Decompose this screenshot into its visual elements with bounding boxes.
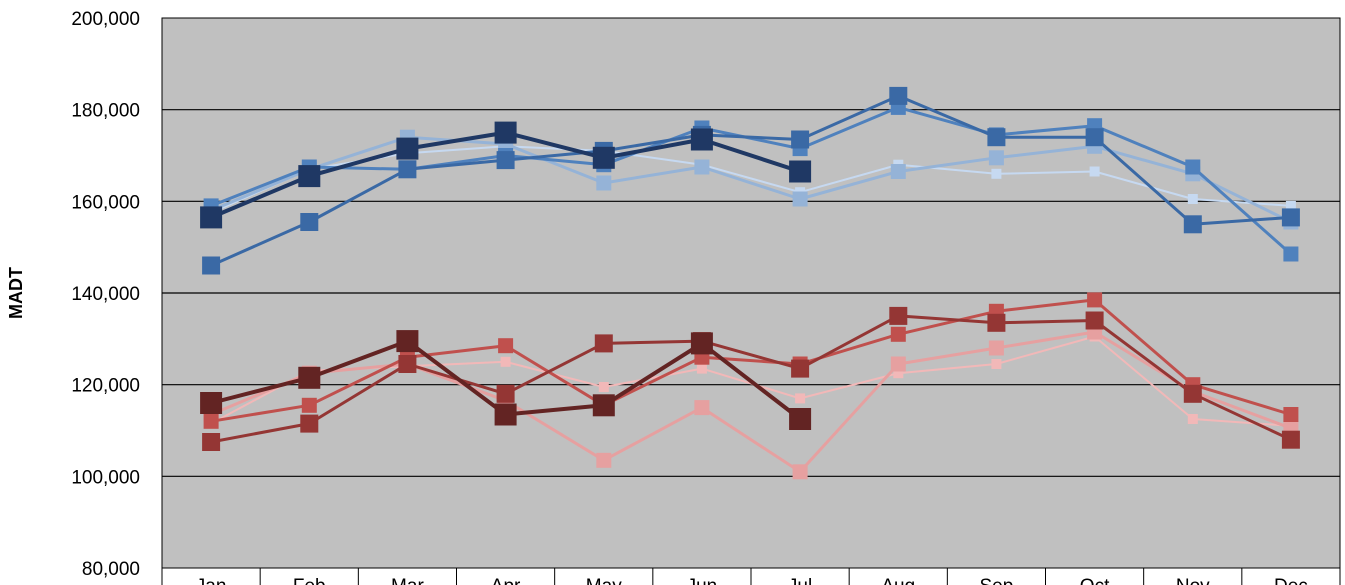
data-point [200, 392, 223, 414]
data-point [500, 356, 511, 367]
data-point [396, 330, 419, 353]
data-point [1085, 311, 1104, 330]
data-point [596, 452, 612, 468]
data-point [298, 366, 321, 389]
data-point [991, 359, 1002, 369]
data-point [202, 256, 221, 275]
data-point [496, 151, 515, 170]
data-point [694, 159, 710, 175]
data-point [398, 160, 417, 179]
data-point [594, 334, 613, 353]
data-point [890, 326, 906, 342]
data-point [1183, 215, 1202, 234]
x-tick-label: Apr [491, 576, 521, 585]
series-line [210, 145, 1291, 214]
data-point [203, 413, 219, 429]
data-point [690, 332, 713, 355]
y-axis-title: MADT [6, 267, 26, 319]
data-point [398, 355, 417, 373]
data-point [690, 128, 713, 151]
data-point [1283, 407, 1299, 422]
series-line [210, 314, 1292, 444]
data-point [598, 382, 609, 392]
data-point [696, 363, 707, 374]
data-point [1283, 246, 1299, 262]
x-axis-categories: Jan Feb Mar Apr May Jun Jul Aug Sep Oct Nov Dec [161, 568, 1341, 585]
data-point [1187, 414, 1198, 424]
data-point [498, 338, 514, 354]
plot-border [161, 17, 1341, 569]
x-tick-label: Feb [293, 576, 326, 585]
data-point [596, 175, 612, 191]
x-tick-label: Jan [196, 576, 227, 585]
data-point [396, 137, 419, 160]
series-9 [202, 306, 1300, 451]
data-point [494, 403, 517, 426]
data-point [1281, 430, 1300, 449]
data-point [991, 168, 1002, 179]
data-point [298, 165, 321, 188]
data-point [987, 128, 1006, 147]
data-point [792, 464, 808, 480]
data-point [791, 359, 810, 378]
y-tick-label: 200,000 [71, 9, 140, 30]
x-tick-label: Nov [1176, 576, 1210, 585]
data-point [592, 394, 615, 417]
data-point [494, 121, 517, 144]
x-tick-label: Oct [1080, 576, 1110, 585]
data-point [1087, 292, 1103, 308]
data-point [301, 397, 317, 413]
x-tick-label: Dec [1274, 576, 1308, 585]
data-point [1187, 194, 1198, 204]
data-point [200, 206, 223, 229]
series-layer [200, 86, 1300, 480]
data-point [988, 150, 1004, 166]
data-point [789, 408, 812, 430]
series-line [210, 94, 1292, 267]
y-tick-label: 140,000 [71, 284, 140, 305]
x-tick-label: Sep [980, 576, 1014, 585]
y-tick-label: 120,000 [71, 376, 140, 397]
data-point [987, 313, 1006, 332]
data-point [1185, 159, 1201, 175]
y-axis-ticks: 80,000 100,000 120,000 140,000 160,000 180,00… [71, 9, 140, 580]
data-point [795, 393, 806, 404]
x-tick-label: Jul [788, 576, 812, 585]
data-point [789, 160, 812, 183]
data-point [300, 213, 319, 231]
x-tick-label: Mar [391, 576, 424, 585]
y-tick-label: 80,000 [82, 559, 140, 580]
gridlines [162, 109, 1340, 477]
x-tick-label: May [586, 576, 622, 585]
data-point [300, 414, 319, 433]
data-point [592, 146, 615, 169]
data-point [1281, 208, 1300, 227]
data-point [988, 340, 1004, 356]
data-point [791, 130, 810, 149]
x-tick-label: Jun [687, 576, 718, 585]
data-point [890, 164, 906, 179]
data-point [889, 86, 908, 105]
data-point [1089, 166, 1100, 177]
data-point [202, 433, 221, 451]
data-point [893, 368, 904, 379]
data-point [694, 400, 710, 416]
data-point [1085, 128, 1104, 147]
data-point [889, 306, 908, 325]
data-point [890, 356, 906, 372]
y-tick-label: 180,000 [71, 101, 140, 122]
y-tick-label: 160,000 [71, 192, 140, 213]
data-point [1183, 384, 1202, 403]
series-line [210, 298, 1292, 423]
series-5 [200, 121, 812, 229]
data-point [1285, 200, 1296, 211]
data-point [792, 191, 808, 207]
x-tick-label: Aug [881, 576, 915, 585]
y-tick-label: 100,000 [71, 467, 140, 488]
series-10 [200, 330, 812, 430]
data-point [496, 384, 515, 403]
